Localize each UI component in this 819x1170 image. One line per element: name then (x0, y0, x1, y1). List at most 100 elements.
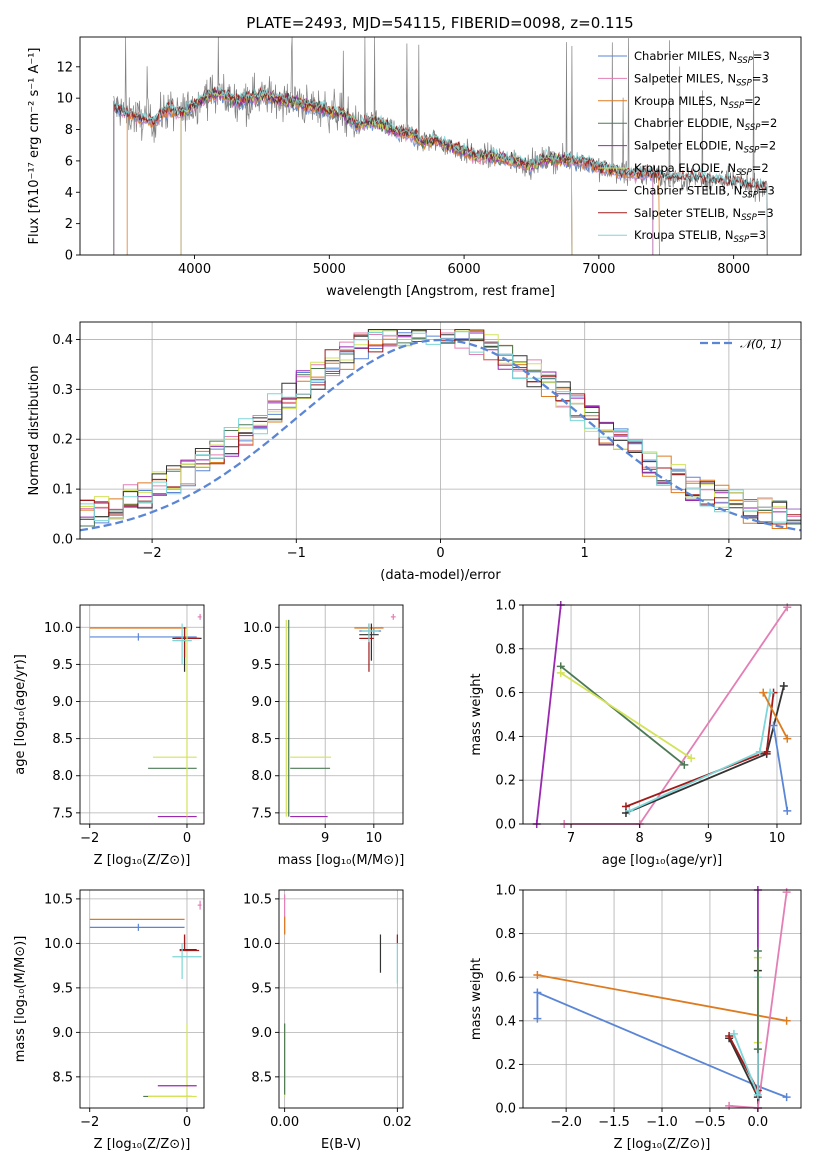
legend-entry-label: Chabrier ELODIE, NSSP=2 (634, 116, 777, 133)
tick-label-y: 0.4 (495, 1014, 516, 1029)
weight-line-salpeter-stelib (625, 692, 775, 808)
tick-label-x: 10 (366, 831, 383, 846)
tick-label-y: 0.0 (52, 533, 73, 548)
x-axis-label: wavelength [Angstrom, rest frame] (326, 284, 555, 299)
tick-label-x: −0.5 (694, 1115, 726, 1130)
legend-text: Chabrier ELODIE, N (634, 116, 745, 130)
x-axis-label: Z [log₁₀(Z/Z⊙)] (614, 1137, 711, 1152)
tick-label-x: −1.5 (598, 1115, 630, 1130)
legend-text: Chabrier MILES, N (634, 49, 737, 63)
axes-border (79, 604, 205, 825)
y-axis-label: Flux [fλ10⁻¹⁷ erg cm⁻² s⁻¹ A⁻¹] (27, 48, 42, 245)
weight-marker (625, 806, 634, 815)
plot-area (89, 900, 202, 1098)
tick-label-y: 9.0 (52, 695, 73, 710)
panel-age-vs-mass: 9 10 7.5 8.0 8.5 9.0 9.5 10.0 mass [log₁₀(M/M⊙)] (243, 604, 405, 868)
legend-text: =3 (749, 228, 766, 242)
legend-text: Kroupa ELODIE, N (634, 161, 736, 175)
errorbar-group (285, 613, 396, 818)
legend-entry-label: Kroupa ELODIE, NSSP=2 (634, 161, 769, 178)
errorbar-point-kroupa-stelib (361, 623, 379, 643)
tick-label-x: 0 (183, 831, 191, 846)
tick-label-y: 0.2 (495, 774, 516, 789)
legend-entry-label: Kroupa MILES, NSSP=2 (634, 94, 761, 111)
weight-marker (782, 888, 791, 897)
tick-label-x: −2 (80, 1115, 99, 1130)
weight-marker (753, 1090, 762, 1099)
tick-label-y: 0 (65, 249, 73, 264)
x-axis-label: Z [log₁₀(Z/Z⊙)] (94, 1137, 191, 1152)
plot-area (284, 894, 398, 1097)
y-axis-label: Normed distribution (27, 366, 42, 496)
weight-marker (783, 734, 792, 743)
errorbar-group (89, 900, 202, 1098)
axes-frame: 9 10 7.5 8.0 8.5 9.0 9.5 10.0 mass [log₁₀(M/M⊙)] (243, 604, 405, 868)
panel-residuals: 𝒩(0, 1) −2 −1 0 1 2 0.0 0.1 0.2 0.3 0.4 (data-model… (27, 321, 802, 583)
tick-label-y: 9.5 (52, 658, 73, 673)
axes-border (278, 604, 404, 825)
legend-text: Salpeter STELIB, N (634, 206, 741, 220)
y-axis-label: mass weight (469, 958, 484, 1040)
tick-label-x: 0.0 (748, 1115, 769, 1130)
tick-label-y: 8 (65, 123, 73, 138)
tick-label-y: 8.5 (52, 732, 73, 747)
weight-line-chabrier-miles (536, 991, 787, 1098)
errorbar-point-chabrier-miles (89, 633, 197, 641)
weight-marker (725, 1032, 734, 1041)
axes-frame: −2 0 8.5 9.0 9.5 10.0 10.5 Z [log₁₀(Z/Z⊙)] mass … (13, 889, 205, 1152)
x-axis-label: mass [log₁₀(M/M⊙)] (278, 853, 405, 868)
tick-label-y: 0.2 (52, 433, 73, 448)
tick-label-x: 6000 (448, 262, 481, 277)
weight-marker (755, 747, 764, 756)
errorbar-point-kroupa-stelib (172, 943, 202, 979)
weight-line-kroupa-miles (762, 692, 789, 740)
legend-text: =3 (752, 71, 769, 85)
tick-label-y: 0.6 (495, 686, 516, 701)
tick-label-x: 10 (769, 831, 786, 846)
weight-marker (782, 1016, 791, 1025)
tick-label-y: 12 (56, 60, 73, 75)
y-axis-label: age [log₁₀(age/yr)] (13, 654, 28, 775)
tick-label-y: 9.5 (52, 981, 73, 996)
tick-label-x: 2 (725, 546, 733, 561)
errorbar-point-salpeter-miles (197, 900, 202, 910)
legend-text: Kroupa MILES, N (634, 94, 729, 108)
tick-label-x: 0.02 (383, 1115, 412, 1130)
legend-text: =2 (752, 161, 769, 175)
tick-label-x: 4000 (178, 262, 211, 277)
weight-marker (533, 971, 542, 980)
weight-line-kroupa-stelib (629, 692, 771, 812)
tick-label-y: 10 (56, 92, 73, 107)
errorbar-point-salpeter-miles (390, 613, 396, 620)
tick-label-y: 0.8 (495, 642, 516, 657)
tick-label-x: 8000 (717, 262, 750, 277)
errorbar-point-kroupa-stelib (172, 623, 192, 665)
tick-label-y: 7.5 (52, 806, 73, 821)
weight-marker (533, 988, 542, 997)
errorbar-point-salpeter-stelib (179, 934, 200, 952)
legend-subscript: SSP (745, 123, 761, 133)
legend-text: =3 (757, 206, 774, 220)
tick-label-y: 8.5 (251, 732, 272, 747)
tick-label-y: 10.0 (243, 937, 272, 952)
spectrum-lines (113, 37, 768, 255)
y-axis-label: mass weight (469, 673, 484, 755)
tick-label-y: 6 (65, 154, 73, 169)
legend-text: =2 (760, 116, 777, 130)
panel-mass-vs-EBV: 0.00 0.02 8.5 9.0 9.5 10.0 10.5 E(B-V) (243, 889, 412, 1152)
panel-mass-vs-Z: −2 0 8.5 9.0 9.5 10.0 10.5 Z [log₁₀(Z/Z⊙)] mass … (13, 889, 205, 1152)
legend-entry-label: Salpeter ELODIE, NSSP=2 (634, 139, 776, 156)
axes-border (278, 889, 404, 1109)
tick-label-y: 10.0 (44, 937, 73, 952)
weight-marker (782, 1093, 791, 1102)
legend-text: Salpeter MILES, N (634, 71, 736, 85)
legend-text: Kroupa STELIB, N (634, 228, 734, 242)
tick-label-y: 8.5 (251, 1070, 272, 1085)
tick-label-x: −1.0 (646, 1115, 678, 1130)
tick-label-y: 0.6 (495, 971, 516, 986)
axes-border (79, 889, 205, 1109)
weight-marker (753, 1045, 762, 1054)
tick-label-x: 0.00 (270, 1115, 299, 1130)
tick-label-y: 9.0 (52, 1026, 73, 1041)
hist-step-kroupa-stelib (80, 331, 801, 539)
